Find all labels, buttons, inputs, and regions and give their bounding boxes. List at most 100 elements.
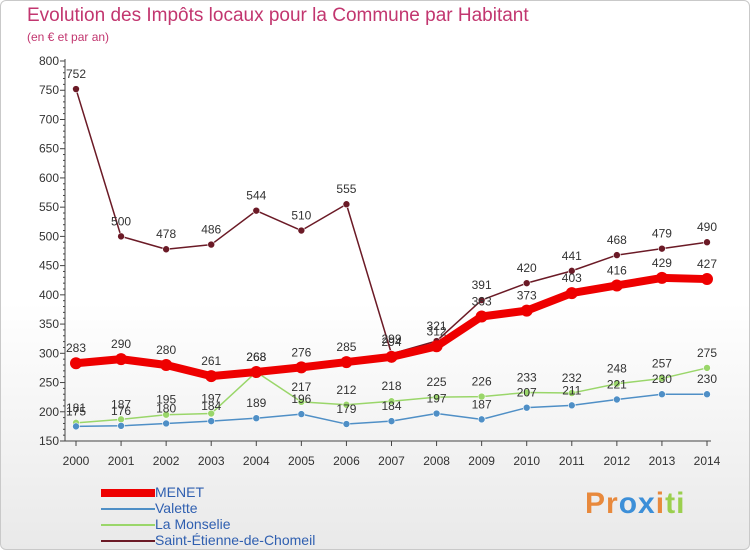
x-tick-label: 2010 [513,454,540,468]
data-label: 230 [652,372,672,386]
data-point [522,403,531,412]
y-tick-label: 400 [39,288,59,302]
data-point [162,245,170,254]
legend-label: Valette [155,500,198,516]
data-point [613,251,621,259]
logo-letter: r [606,487,619,520]
x-tick-label: 2005 [288,454,315,468]
x-tick-label: 2012 [604,454,631,468]
x-tick-label: 2009 [468,454,495,468]
legend-swatch [101,489,155,497]
data-label: 218 [381,379,401,393]
legend-label: Saint-Étienne-de-Chomeil [155,532,316,548]
x-tick-label: 2007 [378,454,405,468]
data-label: 441 [562,249,582,263]
data-point [655,271,668,284]
data-label: 544 [246,189,266,203]
data-point [432,409,441,418]
data-label: 294 [381,335,401,349]
data-label: 283 [66,341,86,355]
legend-swatch [101,524,155,526]
y-tick-label: 750 [39,83,59,97]
x-tick-label: 2011 [559,454,585,468]
data-label: 261 [201,354,221,368]
data-label: 276 [291,345,311,359]
data-point [477,392,486,401]
data-label: 187 [111,397,131,411]
chart-subtitle: (en € et par an) [27,30,110,44]
logo-letter: x [638,487,656,520]
data-label: 217 [291,380,311,394]
data-label: 427 [697,257,717,271]
y-tick-label: 200 [39,405,59,419]
data-label: 257 [652,356,672,370]
data-point [703,364,711,372]
data-label: 468 [607,233,627,247]
data-label: 207 [517,386,537,400]
data-label: 510 [291,209,311,223]
data-point [385,350,398,363]
data-label: 232 [562,371,582,385]
legend-label: MENET [155,484,204,500]
data-point [295,361,308,374]
data-point [207,409,216,418]
data-point [162,410,170,419]
data-point [703,390,711,399]
data-point [567,401,576,410]
legend-swatch [101,508,155,510]
data-label: 189 [246,396,266,410]
data-label: 500 [111,214,131,228]
y-tick-label: 650 [39,142,59,156]
x-tick-label: 2008 [423,454,450,468]
x-tick-label: 2001 [108,454,135,468]
data-point [522,279,531,287]
data-label: 221 [607,377,627,391]
x-tick-label: 2004 [243,454,270,468]
data-point [205,370,218,383]
data-point [387,417,396,425]
proxiti-logo: Proxiti [585,487,685,521]
data-point [115,353,128,366]
data-label: 226 [472,375,492,389]
logo-letter: o [618,487,639,520]
data-label: 752 [66,67,86,81]
data-point [613,395,621,404]
data-point [70,357,82,370]
data-label: 555 [336,182,356,196]
data-point [117,421,125,430]
data-label: 420 [517,261,537,275]
y-tick-label: 550 [39,200,59,214]
data-point [207,240,216,249]
data-label: 429 [652,256,672,270]
y-tick-label: 150 [39,434,59,448]
data-point [658,390,666,399]
logo-letter: i [676,487,686,520]
data-point [340,356,353,369]
data-point [297,398,306,406]
data-label: 363 [472,294,492,308]
data-point [342,400,351,409]
data-point [522,388,531,397]
data-label: 197 [201,392,221,406]
data-label: 211 [562,383,581,397]
data-label: 268 [246,350,266,364]
data-point [520,304,533,317]
data-label: 416 [607,263,627,277]
x-tick-label: 2013 [649,454,676,468]
logo-letter: P [585,487,607,520]
data-point [342,420,351,428]
legend-label: La Monselie [155,516,231,532]
data-point [477,296,486,304]
data-point [250,366,263,379]
data-point [252,206,261,215]
y-tick-label: 300 [39,346,59,360]
data-point [162,419,170,428]
data-point [342,200,351,209]
data-label: 285 [336,340,356,354]
y-tick-label: 350 [39,317,59,331]
y-tick-label: 500 [39,229,59,243]
y-tick-label: 600 [39,171,59,185]
data-point [701,273,713,286]
